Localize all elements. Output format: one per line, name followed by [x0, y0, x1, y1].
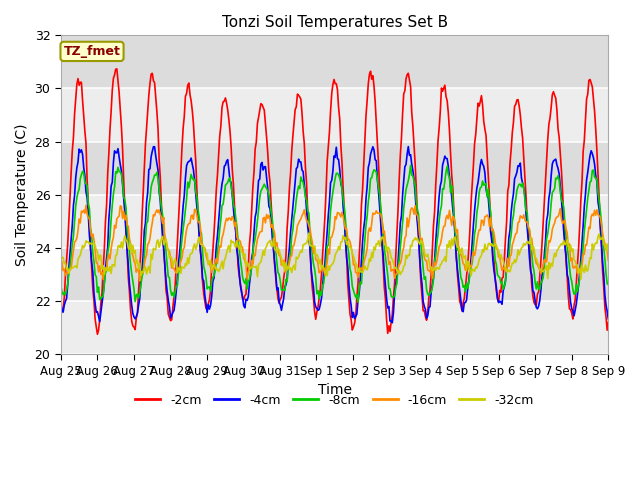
Line: -2cm: -2cm	[61, 69, 608, 334]
-32cm	[364, 263, 372, 268]
Line: -16cm: -16cm	[61, 205, 608, 281]
-2cm	[392, 253, 399, 259]
Text: TZ_fmet: TZ_fmet	[63, 45, 120, 58]
-4cm	[461, 300, 469, 305]
-16cm	[392, 272, 399, 277]
-2cm	[57, 312, 65, 318]
-2cm	[290, 120, 298, 126]
-32cm	[57, 252, 65, 257]
-16cm	[290, 242, 298, 248]
Line: -4cm: -4cm	[61, 146, 608, 323]
-16cm	[461, 267, 469, 273]
Line: -8cm: -8cm	[61, 166, 608, 302]
Line: -32cm: -32cm	[61, 233, 608, 279]
-4cm	[388, 320, 396, 325]
Bar	[61, 301, 608, 354]
-4cm	[604, 316, 612, 322]
-4cm	[404, 144, 412, 149]
Y-axis label: Soil Temperature (C): Soil Temperature (C)	[15, 123, 29, 266]
-2cm	[93, 331, 101, 337]
-2cm	[461, 284, 469, 290]
-8cm	[391, 293, 399, 299]
-8cm	[354, 300, 362, 305]
-2cm	[113, 66, 121, 72]
-8cm	[407, 163, 415, 168]
-32cm	[305, 230, 313, 236]
-8cm	[227, 184, 235, 190]
-8cm	[556, 190, 564, 195]
-8cm	[461, 289, 469, 295]
-16cm	[556, 206, 564, 212]
-32cm	[577, 276, 585, 282]
X-axis label: Time: Time	[317, 383, 351, 397]
-8cm	[57, 283, 65, 289]
-4cm	[391, 290, 399, 296]
-16cm	[365, 225, 373, 231]
-32cm	[227, 237, 235, 243]
-32cm	[604, 248, 612, 254]
-4cm	[556, 183, 564, 189]
-2cm	[556, 152, 564, 157]
Bar	[61, 88, 608, 142]
-2cm	[230, 181, 237, 187]
-16cm	[57, 257, 65, 263]
Bar	[61, 195, 608, 248]
-16cm	[230, 216, 237, 222]
-32cm	[556, 244, 563, 250]
-16cm	[136, 278, 143, 284]
-32cm	[391, 265, 399, 271]
-4cm	[227, 180, 235, 185]
Legend: -2cm, -4cm, -8cm, -16cm, -32cm: -2cm, -4cm, -8cm, -16cm, -32cm	[131, 389, 539, 412]
-16cm	[82, 203, 90, 208]
-4cm	[364, 183, 371, 189]
-32cm	[460, 255, 468, 261]
-8cm	[604, 282, 612, 288]
-32cm	[288, 270, 296, 276]
-4cm	[288, 217, 296, 223]
-8cm	[364, 199, 372, 204]
-2cm	[604, 319, 612, 325]
-4cm	[57, 301, 65, 307]
-8cm	[288, 233, 296, 239]
-2cm	[365, 72, 373, 77]
Title: Tonzi Soil Temperatures Set B: Tonzi Soil Temperatures Set B	[221, 15, 447, 30]
-16cm	[604, 258, 612, 264]
